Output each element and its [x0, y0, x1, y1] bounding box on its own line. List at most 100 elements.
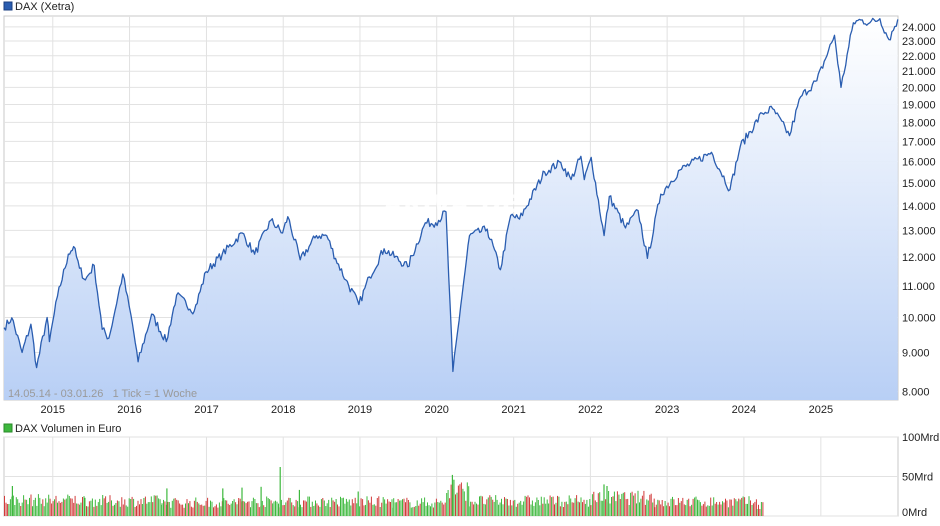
volume-bar	[27, 504, 29, 516]
volume-bar	[438, 502, 440, 516]
volume-bar	[189, 501, 191, 516]
volume-bar	[146, 503, 148, 516]
volume-y-tick-label: 0Mrd	[902, 507, 927, 519]
volume-bar	[676, 505, 678, 516]
volume-bar	[359, 506, 361, 516]
volume-bar	[4, 495, 5, 516]
volume-bar	[376, 498, 378, 516]
volume-bar	[305, 501, 307, 516]
volume-bar	[471, 501, 473, 516]
volume-bar	[140, 499, 142, 516]
volume-bar	[754, 501, 756, 516]
volume-bar	[473, 504, 475, 516]
volume-bar	[713, 497, 715, 516]
volume-bar	[561, 501, 563, 516]
price-y-tick-label: 24.000	[902, 22, 936, 34]
volume-bar	[515, 506, 517, 516]
volume-bar	[51, 503, 53, 516]
volume-bar	[748, 496, 750, 516]
volume-bar	[752, 503, 754, 516]
volume-bar	[30, 494, 32, 516]
volume-bar	[639, 502, 640, 516]
volume-bar	[202, 505, 204, 516]
volume-bar	[477, 504, 479, 516]
volume-bar	[479, 496, 480, 516]
volume-bar	[84, 497, 86, 516]
volume-bar	[5, 502, 7, 516]
volume-bar	[351, 499, 353, 516]
volume-bar	[409, 502, 411, 516]
volume-bar	[496, 499, 498, 516]
volume-bar	[188, 503, 189, 516]
volume-bar	[605, 499, 607, 516]
volume-bar	[222, 488, 224, 516]
price-x-tick-label: 2021	[501, 404, 525, 416]
volume-bar	[428, 505, 430, 516]
volume-bar	[43, 506, 45, 516]
volume-bar	[704, 501, 706, 516]
volume-bar	[130, 499, 132, 516]
volume-bar	[282, 505, 284, 516]
volume-bar	[76, 503, 78, 516]
volume-bar	[255, 503, 257, 516]
volume-bar	[679, 502, 681, 516]
volume-bar	[34, 497, 36, 516]
volume-bar	[316, 503, 318, 516]
volume-bar	[86, 506, 87, 516]
volume-bar	[325, 506, 327, 516]
volume-bar	[484, 504, 486, 516]
volume-bar	[171, 500, 173, 516]
volume-bar	[456, 492, 458, 516]
volume-bar	[653, 498, 655, 516]
volume-bar	[93, 506, 95, 516]
volume-bar	[738, 498, 740, 516]
volume-bar	[549, 495, 551, 516]
volume-bar	[666, 505, 668, 516]
volume-bar	[580, 497, 582, 516]
volume-bar	[158, 498, 160, 516]
volume-bars	[4, 467, 764, 516]
volume-bar	[182, 504, 184, 516]
volume-bar	[636, 503, 637, 516]
volume-bar	[236, 504, 238, 516]
volume-bar	[719, 501, 721, 516]
volume-bar	[508, 505, 510, 516]
volume-bar	[661, 500, 663, 516]
volume-bar	[744, 497, 746, 516]
volume-bar	[331, 497, 333, 516]
price-legend-label: DAX (Xetra)	[15, 1, 74, 13]
volume-bar	[15, 497, 17, 516]
volume-bar	[739, 499, 741, 516]
volume-bar	[413, 506, 415, 516]
volume-bar	[649, 494, 651, 516]
volume-bar	[643, 490, 645, 516]
volume-bar	[111, 500, 112, 516]
volume-bar	[555, 502, 557, 516]
volume-bar	[62, 498, 64, 516]
volume-bar	[134, 507, 136, 516]
volume-bar	[338, 506, 340, 516]
volume-bar	[29, 497, 30, 516]
volume-bar	[122, 504, 124, 516]
volume-bar	[210, 500, 211, 516]
volume-bar	[173, 498, 175, 516]
volume-bar	[218, 502, 220, 516]
volume-bar	[418, 505, 420, 516]
volume-bar	[673, 499, 675, 516]
volume-bar	[87, 506, 89, 516]
price-y-tick-label: 13.000	[902, 225, 936, 237]
volume-bar	[310, 506, 312, 516]
volume-bar	[451, 474, 453, 516]
volume-bar	[106, 502, 108, 516]
price-x-tick-label: 2019	[348, 404, 372, 416]
volume-bar	[441, 502, 443, 516]
volume-bar	[537, 500, 539, 516]
volume-bar	[647, 500, 649, 516]
volume-bar	[14, 505, 16, 516]
volume-bar	[283, 505, 285, 516]
volume-bar	[83, 496, 85, 516]
volume-bar	[622, 492, 624, 516]
volume-bar	[18, 502, 20, 516]
volume-bar	[303, 500, 304, 516]
price-x-tick-label: 2018	[271, 404, 295, 416]
